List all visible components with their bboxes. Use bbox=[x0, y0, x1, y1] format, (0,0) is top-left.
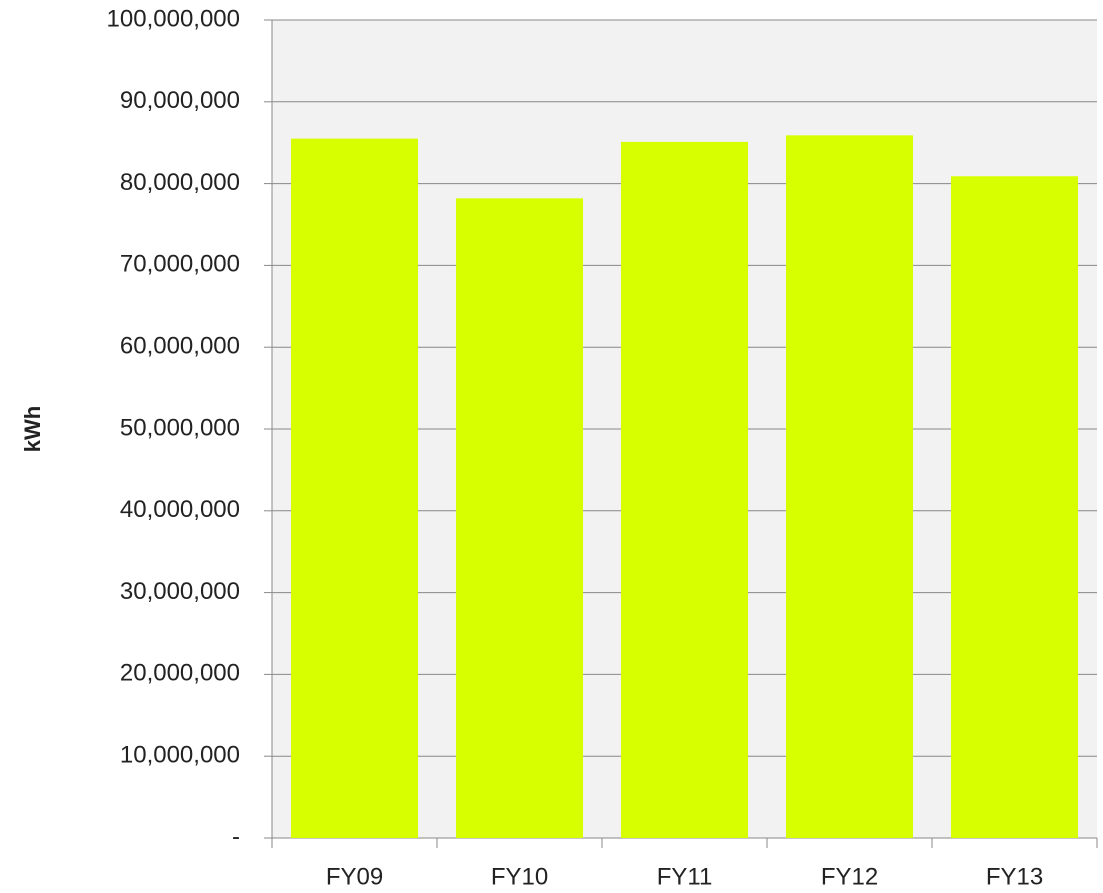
x-tick-label: FY12 bbox=[821, 863, 878, 890]
bar bbox=[785, 135, 914, 838]
bar bbox=[620, 141, 749, 838]
bar bbox=[455, 198, 584, 839]
y-tick-label: - bbox=[232, 823, 240, 850]
bar bbox=[290, 138, 419, 839]
y-tick-label: 70,000,000 bbox=[120, 251, 240, 278]
y-tick-label: 40,000,000 bbox=[120, 496, 240, 523]
y-tick-label: 30,000,000 bbox=[120, 578, 240, 605]
bar bbox=[950, 176, 1079, 838]
y-tick-label: 90,000,000 bbox=[120, 87, 240, 114]
y-tick-label: 60,000,000 bbox=[120, 333, 240, 360]
y-tick-label: 20,000,000 bbox=[120, 660, 240, 687]
x-tick-label: FY10 bbox=[491, 863, 548, 890]
y-tick-label: 50,000,000 bbox=[120, 414, 240, 441]
y-tick-label: 80,000,000 bbox=[120, 169, 240, 196]
y-tick-label: 100,000,000 bbox=[107, 5, 240, 32]
x-tick-label: FY09 bbox=[326, 863, 383, 890]
x-tick-label: FY11 bbox=[657, 863, 713, 890]
y-tick-label: 10,000,000 bbox=[120, 742, 240, 769]
x-tick-label: FY13 bbox=[986, 863, 1043, 890]
y-axis-label: kWh bbox=[20, 406, 45, 452]
